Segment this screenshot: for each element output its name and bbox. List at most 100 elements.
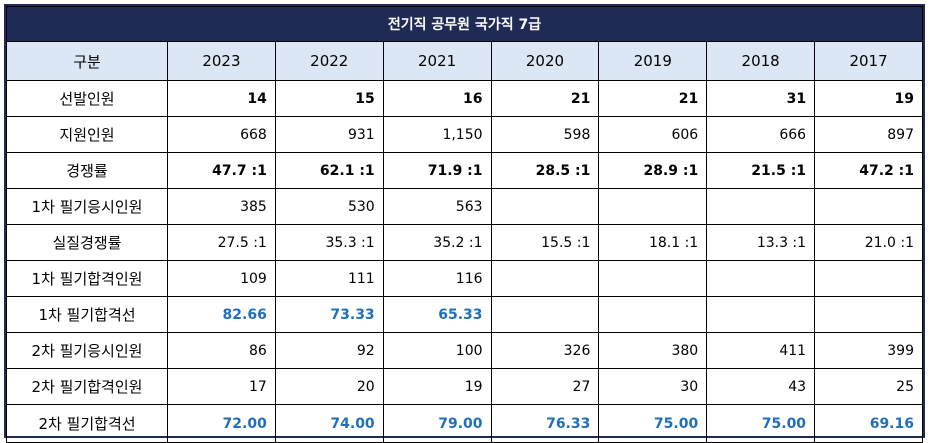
value-cell: 563 (382, 188, 492, 225)
value-cell: 21 (598, 80, 708, 117)
value-cell: 74.00 (274, 404, 384, 443)
value-cell: 18.1 :1 (598, 224, 708, 261)
value-cell: 47.2 :1 (814, 152, 923, 189)
value-cell: 35.2 :1 (382, 224, 492, 261)
value-cell: 16 (382, 80, 492, 117)
row-label-cell: 1차 필기응시인원 (6, 188, 168, 225)
value-cell (814, 188, 923, 225)
value-cell: 15 (274, 80, 384, 117)
value-cell: 19 (814, 80, 923, 117)
value-cell: 14 (167, 80, 276, 117)
value-cell: 15.5 :1 (490, 224, 600, 261)
year-header-cell: 2023 (167, 41, 276, 81)
value-cell: 100 (382, 332, 492, 369)
value-cell: 82.66 (167, 296, 276, 333)
value-cell: 897 (814, 116, 923, 153)
value-cell (490, 296, 600, 333)
value-cell: 598 (490, 116, 600, 153)
value-cell: 30 (598, 368, 708, 405)
value-cell: 86 (167, 332, 276, 369)
table-title-row: 전기직 공무원 국가직 7급 (6, 6, 923, 42)
value-cell: 47.7 :1 (167, 152, 276, 189)
value-cell: 71.9 :1 (382, 152, 492, 189)
value-cell: 399 (814, 332, 923, 369)
value-cell: 43 (706, 368, 816, 405)
table-row: 2차 필기합격인원 17 20 19 27 30 43 25 (6, 368, 923, 405)
year-header-cell: 2021 (382, 41, 492, 81)
row-label-cell: 1차 필기합격인원 (6, 260, 168, 297)
year-header-cell: 2017 (814, 41, 923, 81)
value-cell (814, 296, 923, 333)
value-cell: 69.16 (814, 404, 923, 443)
value-cell: 75.00 (706, 404, 816, 443)
value-cell (598, 260, 708, 297)
value-cell: 111 (274, 260, 384, 297)
value-cell: 1,150 (382, 116, 492, 153)
row-label-cell: 1차 필기합격선 (6, 296, 168, 333)
value-cell: 21.0 :1 (814, 224, 923, 261)
value-cell: 668 (167, 116, 276, 153)
value-cell: 25 (814, 368, 923, 405)
row-label-cell: 2차 필기응시인원 (6, 332, 168, 369)
table-row: 2차 필기응시인원 86 92 100 326 380 411 399 (6, 332, 923, 369)
value-cell (598, 188, 708, 225)
table-row: 1차 필기합격선 82.66 73.33 65.33 (6, 296, 923, 333)
table-row: 1차 필기응시인원 385 530 563 (6, 188, 923, 225)
value-cell (706, 188, 816, 225)
value-cell: 116 (382, 260, 492, 297)
value-cell: 21 (490, 80, 600, 117)
row-label-cell: 지원인원 (6, 116, 168, 153)
header-label-cell: 구분 (6, 41, 168, 81)
value-cell (706, 260, 816, 297)
table-row: 경쟁률 47.7 :1 62.1 :1 71.9 :1 28.5 :1 28.9 :1 21… (6, 152, 923, 189)
value-cell: 931 (274, 116, 384, 153)
value-cell: 326 (490, 332, 600, 369)
value-cell: 28.9 :1 (598, 152, 708, 189)
value-cell: 380 (598, 332, 708, 369)
row-label-cell: 2차 필기합격선 (6, 404, 168, 443)
value-cell (814, 260, 923, 297)
value-cell: 27.5 :1 (167, 224, 276, 261)
value-cell: 76.33 (490, 404, 600, 443)
value-cell: 28.5 :1 (490, 152, 600, 189)
value-cell: 13.3 :1 (706, 224, 816, 261)
value-cell: 35.3 :1 (274, 224, 384, 261)
value-cell: 65.33 (382, 296, 492, 333)
row-label-cell: 경쟁률 (6, 152, 168, 189)
year-header-cell: 2022 (274, 41, 384, 81)
value-cell (490, 260, 600, 297)
statistics-table-frame: 전기직 공무원 국가직 7급 구분 2023 2022 2021 2020 20… (4, 4, 925, 443)
row-label-cell: 2차 필기합격인원 (6, 368, 168, 405)
value-cell: 92 (274, 332, 384, 369)
table-title: 전기직 공무원 국가직 7급 (6, 6, 923, 42)
table-row: 선발인원 14 15 16 21 21 31 19 (6, 80, 923, 117)
value-cell: 75.00 (598, 404, 708, 443)
table-row: 지원인원 668 931 1,150 598 606 666 897 (6, 116, 923, 153)
header-row: 구분 2023 2022 2021 2020 2019 2018 2017 (6, 41, 923, 81)
year-header-cell: 2018 (706, 41, 816, 81)
statistics-table: 전기직 공무원 국가직 7급 구분 2023 2022 2021 2020 20… (6, 6, 923, 443)
value-cell: 72.00 (167, 404, 276, 443)
value-cell: 62.1 :1 (274, 152, 384, 189)
row-label-cell: 실질경쟁률 (6, 224, 168, 261)
value-cell: 21.5 :1 (706, 152, 816, 189)
value-cell: 530 (274, 188, 384, 225)
value-cell: 385 (167, 188, 276, 225)
value-cell: 20 (274, 368, 384, 405)
table-row: 2차 필기합격선 72.00 74.00 79.00 76.33 75.00 75.00 69… (6, 404, 923, 443)
value-cell: 109 (167, 260, 276, 297)
value-cell: 411 (706, 332, 816, 369)
value-cell: 73.33 (274, 296, 384, 333)
table-row: 실질경쟁률 27.5 :1 35.3 :1 35.2 :1 15.5 :1 18.1 :1… (6, 224, 923, 261)
value-cell: 17 (167, 368, 276, 405)
value-cell (490, 188, 600, 225)
value-cell (706, 296, 816, 333)
table-body: 선발인원 14 15 16 21 21 31 19 지원인원 668 931 1,150 598 606 6… (6, 80, 923, 443)
table-row: 1차 필기합격인원 109 111 116 (6, 260, 923, 297)
value-cell: 19 (382, 368, 492, 405)
row-label-cell: 선발인원 (6, 80, 168, 117)
value-cell: 27 (490, 368, 600, 405)
value-cell: 666 (706, 116, 816, 153)
value-cell: 606 (598, 116, 708, 153)
value-cell: 79.00 (382, 404, 492, 443)
